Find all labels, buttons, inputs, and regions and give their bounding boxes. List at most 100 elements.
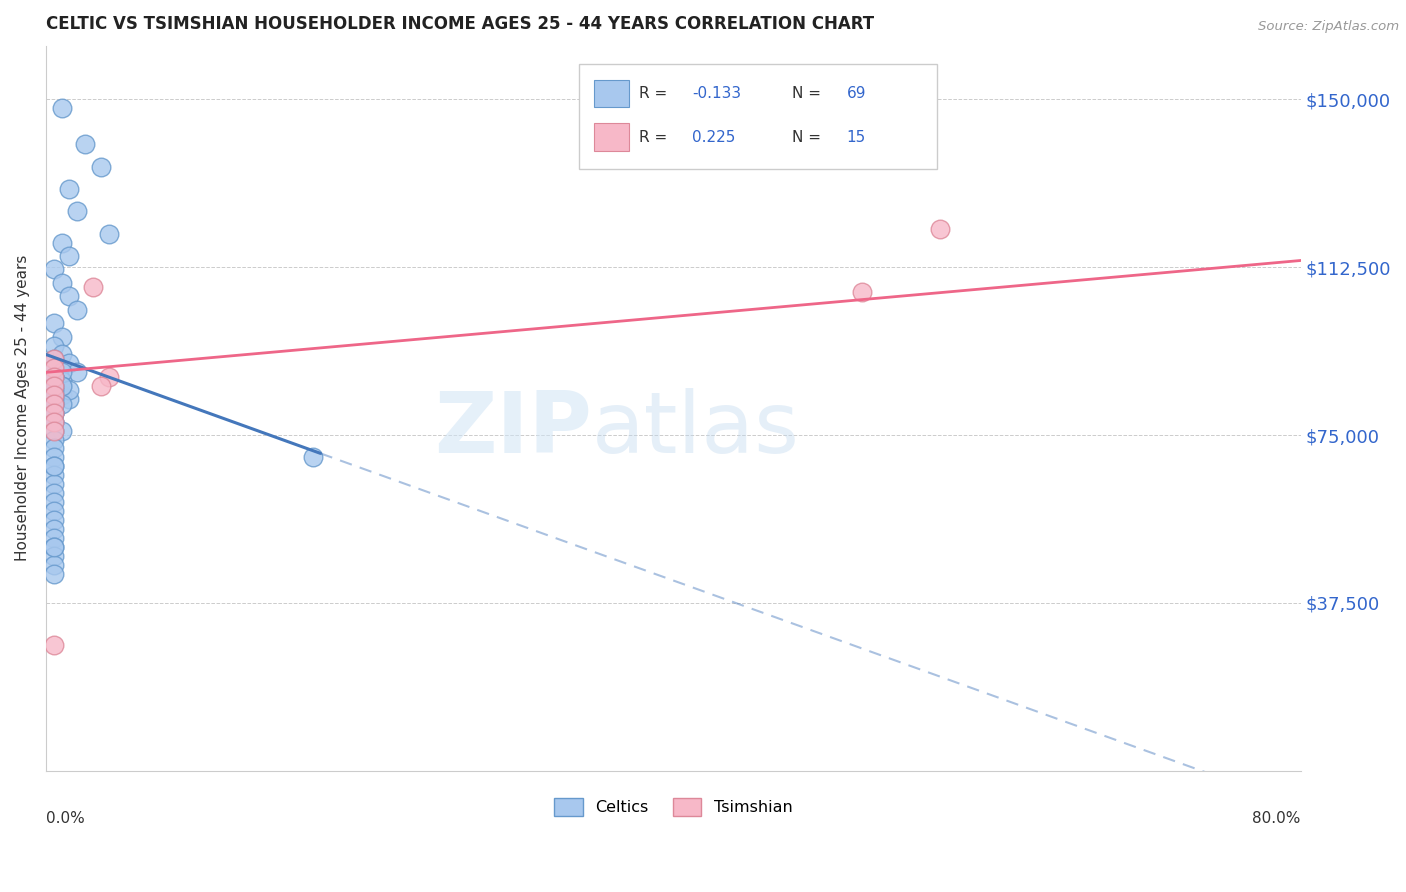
Point <box>75 137 97 152</box>
Point <box>301 450 323 465</box>
Point <box>42 351 65 366</box>
Point <box>42 369 65 384</box>
Point <box>42 406 65 420</box>
Point <box>58 182 80 196</box>
Point <box>51 379 73 393</box>
Point <box>42 522 65 536</box>
Point <box>51 347 73 361</box>
Point <box>51 101 73 115</box>
Text: Source: ZipAtlas.com: Source: ZipAtlas.com <box>1258 20 1399 33</box>
Text: -0.133: -0.133 <box>692 86 741 101</box>
Point <box>42 540 65 554</box>
Text: 15: 15 <box>846 129 866 145</box>
Point <box>97 227 120 241</box>
Point <box>42 397 65 411</box>
Point <box>51 276 73 290</box>
Point <box>42 379 65 393</box>
Point <box>42 379 65 393</box>
Text: 0.0%: 0.0% <box>46 811 84 826</box>
Point <box>42 375 65 389</box>
Point <box>58 384 80 398</box>
Point <box>42 459 65 474</box>
Point <box>42 388 65 402</box>
Point <box>42 558 65 572</box>
Point <box>42 369 65 384</box>
Point <box>66 302 89 317</box>
Point <box>42 531 65 545</box>
Point <box>42 262 65 277</box>
Point <box>90 160 112 174</box>
Point <box>42 442 65 456</box>
Text: N =: N = <box>793 86 827 101</box>
Point <box>42 406 65 420</box>
Text: R =: R = <box>640 129 672 145</box>
Point <box>58 289 80 303</box>
Point <box>42 360 65 375</box>
Point <box>42 468 65 483</box>
Point <box>42 424 65 438</box>
Point <box>42 384 65 398</box>
Point <box>42 566 65 581</box>
Point <box>42 495 65 509</box>
Point <box>42 388 65 402</box>
Point <box>66 204 89 219</box>
Point <box>82 280 104 294</box>
Point <box>929 222 952 236</box>
Point <box>51 329 73 343</box>
Point <box>42 639 65 653</box>
Text: 69: 69 <box>846 86 866 101</box>
Point <box>42 459 65 474</box>
Point <box>42 424 65 438</box>
Point <box>42 338 65 352</box>
Point <box>51 424 73 438</box>
Bar <box>595 123 630 151</box>
Point <box>51 388 73 402</box>
Text: R =: R = <box>640 86 672 101</box>
Point <box>42 549 65 563</box>
Point <box>42 513 65 527</box>
Point <box>42 351 65 366</box>
Point <box>42 369 65 384</box>
Point <box>851 285 873 299</box>
Point <box>90 379 112 393</box>
Point <box>42 406 65 420</box>
Point <box>58 249 80 263</box>
Point <box>42 316 65 330</box>
Point <box>42 397 65 411</box>
Point <box>58 392 80 407</box>
Point <box>42 433 65 447</box>
Point <box>42 369 65 384</box>
Point <box>42 415 65 429</box>
Point <box>51 235 73 250</box>
Point <box>42 486 65 500</box>
Point <box>42 360 65 375</box>
Point <box>42 477 65 491</box>
Point <box>42 415 65 429</box>
Point <box>97 369 120 384</box>
Text: 80.0%: 80.0% <box>1253 811 1301 826</box>
Text: ZIP: ZIP <box>434 388 592 472</box>
Point <box>51 375 73 389</box>
Point <box>42 369 65 384</box>
Point <box>42 384 65 398</box>
Point <box>42 540 65 554</box>
Text: N =: N = <box>793 129 827 145</box>
Point <box>51 397 73 411</box>
Text: atlas: atlas <box>592 388 800 472</box>
Point <box>42 450 65 465</box>
Point <box>42 388 65 402</box>
Point <box>42 392 65 407</box>
Point <box>58 356 80 370</box>
Point <box>51 379 73 393</box>
Bar <box>595 79 630 107</box>
Point <box>42 406 65 420</box>
Point <box>42 415 65 429</box>
Point <box>42 379 65 393</box>
Point <box>66 365 89 379</box>
Bar <box>579 64 936 169</box>
Text: 0.225: 0.225 <box>692 129 735 145</box>
Point <box>42 504 65 518</box>
Y-axis label: Householder Income Ages 25 - 44 years: Householder Income Ages 25 - 44 years <box>15 255 30 561</box>
Point <box>51 365 73 379</box>
Point <box>42 397 65 411</box>
